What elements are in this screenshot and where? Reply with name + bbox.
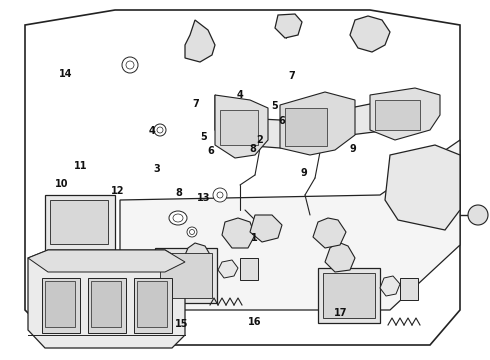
Bar (50, 200, 108, 244)
Circle shape (126, 61, 134, 69)
Polygon shape (25, 10, 460, 345)
Ellipse shape (173, 214, 183, 222)
Bar (155, 248, 217, 303)
Text: 8: 8 (175, 188, 182, 198)
Text: 11: 11 (74, 161, 88, 171)
Text: 3: 3 (153, 164, 160, 174)
Text: 9: 9 (300, 168, 307, 178)
Bar (42, 278, 80, 333)
Circle shape (157, 127, 163, 133)
Bar (91, 281, 121, 327)
Polygon shape (215, 95, 268, 158)
Text: 5: 5 (271, 101, 278, 111)
Text: 6: 6 (207, 146, 214, 156)
Bar (160, 253, 212, 298)
Polygon shape (218, 260, 238, 278)
Bar (45, 281, 75, 327)
Polygon shape (28, 250, 185, 272)
Bar (323, 273, 375, 318)
Text: 4: 4 (237, 90, 244, 100)
Text: 16: 16 (248, 317, 262, 327)
Polygon shape (385, 145, 460, 230)
Polygon shape (275, 14, 302, 38)
Bar (375, 100, 420, 130)
Text: 2: 2 (256, 135, 263, 145)
Text: 13: 13 (196, 193, 210, 203)
Ellipse shape (169, 211, 187, 225)
Circle shape (154, 124, 166, 136)
Polygon shape (313, 218, 346, 248)
Bar (318, 268, 380, 323)
Circle shape (213, 188, 227, 202)
Polygon shape (250, 215, 282, 242)
Text: 4: 4 (148, 126, 155, 136)
Bar (285, 108, 327, 146)
Circle shape (187, 227, 197, 237)
Text: 15: 15 (174, 319, 188, 329)
Text: 12: 12 (111, 186, 124, 196)
Text: 17: 17 (334, 308, 347, 318)
Text: 9: 9 (349, 144, 356, 154)
Bar (88, 278, 126, 333)
Bar (45, 195, 115, 250)
Polygon shape (120, 140, 460, 310)
Circle shape (468, 205, 488, 225)
Bar (220, 110, 258, 145)
Text: 7: 7 (288, 71, 295, 81)
Text: 8: 8 (249, 144, 256, 154)
Bar (400, 278, 418, 300)
Bar (134, 278, 172, 333)
Bar (137, 281, 167, 327)
Text: 5: 5 (200, 132, 207, 142)
Polygon shape (280, 92, 355, 155)
Text: 7: 7 (193, 99, 199, 109)
Polygon shape (350, 16, 390, 52)
Polygon shape (370, 88, 440, 140)
Polygon shape (182, 243, 212, 272)
Text: 10: 10 (54, 179, 68, 189)
Polygon shape (222, 218, 255, 248)
Circle shape (217, 192, 223, 198)
Polygon shape (28, 250, 185, 348)
Circle shape (190, 230, 195, 234)
Text: 14: 14 (59, 69, 73, 79)
Polygon shape (185, 20, 215, 62)
Text: 1: 1 (251, 233, 258, 243)
Polygon shape (325, 242, 355, 272)
Polygon shape (380, 276, 400, 296)
Circle shape (122, 57, 138, 73)
Bar (240, 258, 258, 280)
Polygon shape (215, 95, 430, 148)
Text: 6: 6 (278, 116, 285, 126)
